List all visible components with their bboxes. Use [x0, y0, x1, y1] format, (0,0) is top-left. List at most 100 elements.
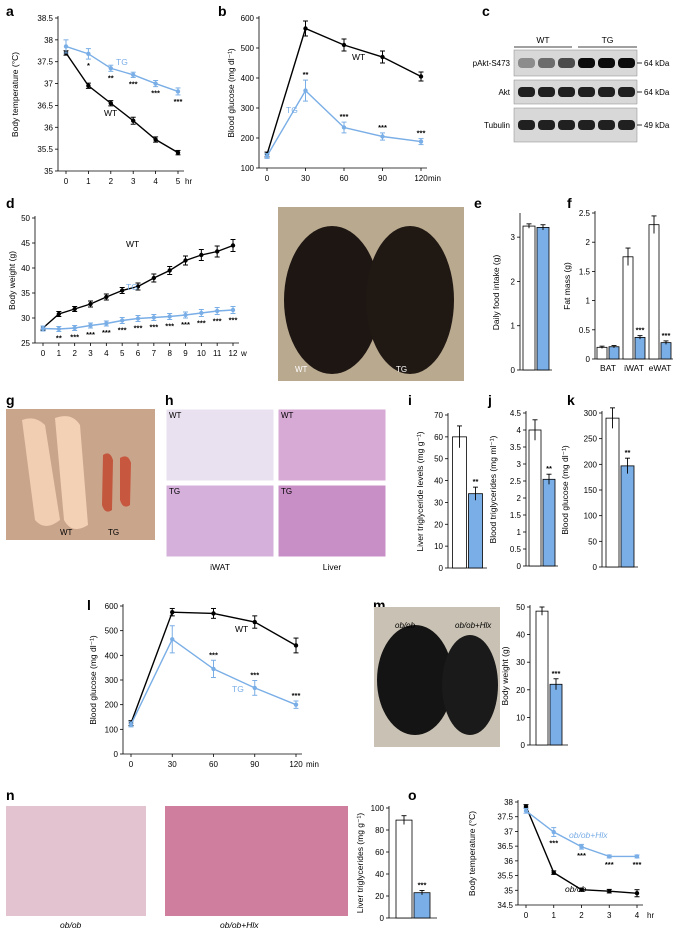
- significance: ***: [633, 860, 642, 869]
- x-tick-label: 4: [104, 349, 109, 358]
- chart-e: 0 1 2 3 Daily food intake (g): [491, 213, 552, 375]
- y-tick-label: 100: [241, 164, 255, 173]
- data-point: [135, 316, 141, 321]
- series-label: WT: [352, 52, 365, 62]
- blot-band: [538, 58, 555, 68]
- histology-tile: [165, 484, 275, 558]
- y-tick-label: 500: [105, 627, 119, 636]
- series-label: WT: [104, 108, 117, 118]
- blot-strip: [513, 49, 638, 77]
- blot-band: [578, 120, 595, 130]
- blot-band: [558, 87, 575, 97]
- y-tick-label: 200: [105, 701, 119, 710]
- series-line-WT: [65, 52, 179, 154]
- y-axis-label: Fat mass (g): [562, 262, 572, 310]
- y-tick-label: 60: [434, 433, 443, 442]
- y-tick-label: 40: [21, 264, 30, 273]
- significance: ***: [605, 860, 614, 869]
- chart-l: 0 100 200 300 400 500 600 0 30 60 90 120 min Blood gl…: [88, 602, 319, 769]
- y-axis-label: Body weight (g): [500, 646, 510, 705]
- data-point: [230, 243, 236, 248]
- y-tick-label: 35: [21, 289, 30, 298]
- bar-tg: [542, 478, 556, 567]
- data-point: [56, 326, 62, 332]
- data-point: [418, 139, 424, 144]
- data-point: [151, 315, 157, 320]
- data-point: [167, 268, 172, 273]
- panel-label-a: a: [6, 3, 14, 19]
- data-point: [341, 125, 347, 130]
- panel-label-e: e: [474, 195, 482, 211]
- data-point: [214, 249, 220, 254]
- significance: **: [546, 464, 552, 473]
- photo-label-tg: TG: [396, 365, 407, 374]
- x-tick-label: 8: [167, 349, 172, 358]
- significance: ***: [118, 326, 127, 335]
- y-tick-label: 0: [439, 564, 444, 573]
- y-tick-label: 2: [586, 238, 591, 247]
- size-label: 49 kDa: [644, 121, 670, 130]
- data-point: [72, 306, 77, 312]
- data-point: [104, 321, 109, 326]
- x-unit: hr: [647, 911, 654, 920]
- y-tick-label: 34.5: [497, 901, 513, 910]
- blot-band: [618, 58, 635, 68]
- y-tick-label: 36: [44, 123, 53, 132]
- y-tick-label: 0.5: [579, 326, 591, 335]
- chart-k: 0 50 100 150 200 250 300 Blood glucose (mg dl⁻¹…: [560, 407, 638, 572]
- y-tick-label: 35.5: [497, 872, 513, 881]
- x-tick-label: 0: [129, 760, 134, 769]
- blot-band: [598, 58, 615, 68]
- blot-band: [618, 120, 635, 130]
- y-tick-label: 100: [371, 804, 385, 813]
- x-tick-label: 4: [635, 911, 640, 920]
- data-point: [63, 44, 69, 49]
- tile-label: TG: [281, 487, 292, 496]
- size-label: 64 kDa: [644, 88, 670, 97]
- y-axis-label: Blood triglycerides (mg ml⁻¹): [488, 435, 498, 543]
- significance: ***: [250, 670, 259, 679]
- y-tick-label: 300: [241, 104, 255, 113]
- panel-label-n: n: [6, 787, 15, 803]
- significance: ***: [174, 97, 183, 106]
- significance: ***: [292, 691, 301, 700]
- significance: ***: [209, 650, 218, 659]
- x-tick-label: 1: [552, 911, 557, 920]
- x-tick-label: 3: [88, 349, 93, 358]
- x-tick-label: 5: [120, 349, 125, 358]
- bar-wt: [605, 417, 620, 568]
- mouse-wt: [284, 226, 380, 374]
- group-label: TG: [602, 35, 614, 45]
- y-tick-label: 2.5: [579, 209, 591, 218]
- photo-label-obob: ob/ob: [60, 920, 82, 930]
- data-point: [72, 325, 77, 331]
- data-point: [341, 42, 347, 48]
- y-tick-label: 250: [584, 435, 598, 444]
- y-tick-label: 50: [21, 214, 30, 223]
- y-axis-label: Blood glucose (mg dl⁻¹): [226, 48, 236, 138]
- y-tick-label: 60: [375, 848, 384, 857]
- bar-wt: [535, 610, 549, 746]
- tile-label: WT: [281, 411, 294, 420]
- x-tick-label: 90: [378, 174, 387, 183]
- y-tick-label: 200: [584, 460, 598, 469]
- x-tick-label: 120: [414, 174, 428, 183]
- data-point: [86, 83, 91, 88]
- x-tick-label: 90: [250, 760, 259, 769]
- bar-wt: [596, 346, 608, 360]
- bar-wt: [522, 225, 536, 371]
- x-tick-label: 1: [86, 177, 91, 186]
- y-tick-label: 40: [434, 477, 443, 486]
- significance: ***: [378, 123, 387, 132]
- y-axis-label: Body temperature (°C): [10, 52, 20, 137]
- data-point: [56, 311, 62, 317]
- chart-o: 34.5 35 35.5 36 36.5 37 37.5 38 0 1 2 3 4 hr Body temp…: [467, 798, 654, 920]
- histology-h: WT WT TG TG iWAT Liver: [165, 408, 387, 572]
- panel-label-c: c: [482, 3, 490, 19]
- significance: **: [625, 448, 631, 457]
- y-tick-label: 2.5: [510, 477, 522, 486]
- size-label: 64 kDa: [644, 59, 670, 68]
- tissue-tg-2: [120, 456, 131, 507]
- data-point: [211, 666, 216, 672]
